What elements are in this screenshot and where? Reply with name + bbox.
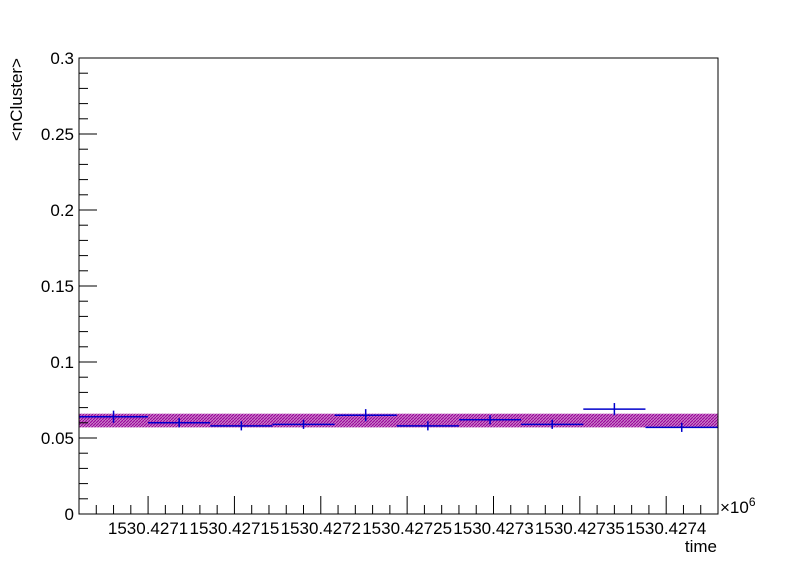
y-axis-title: <nCluster> [7,58,26,141]
data-point [148,418,211,428]
data-point [645,422,718,432]
y-tick-label: 0.25 [41,125,74,144]
data-point [458,415,522,425]
x-tick-label: 1530.4272 [281,519,361,538]
y-tick-label: 0.05 [41,429,74,448]
x-tick-label: 1530.42725 [362,519,452,538]
x-axis-title: time [685,537,717,556]
data-point [334,409,397,422]
x-tick-label: 1530.4271 [108,519,188,538]
y-tick-label: 0 [65,505,74,524]
data-point [583,403,646,416]
x-axis-exponent-base: ×10 [720,498,749,517]
x-axis-exponent: ×106 [720,495,756,517]
plot-frame [78,57,719,515]
data-point [79,410,149,423]
x-tick-label: 1530.4274 [626,519,706,538]
data-point [272,419,335,429]
y-axis: 0 0.05 0.1 0.15 0.2 0.25 0.3 [41,49,97,524]
series-layer [79,403,718,432]
y-tick-label: 0.1 [50,353,74,372]
y-tick-label: 0.2 [50,201,74,220]
data-point [521,419,584,429]
y-tick-label: 0.3 [50,49,74,68]
x-axis: 1530.4271 1530.42715 1530.4272 1530.42725 15… [78,496,719,538]
y-tick-label: 0.15 [41,277,74,296]
data-point [396,421,459,431]
x-axis-exponent-power: 6 [749,495,756,509]
x-tick-label: 1530.42715 [190,519,280,538]
x-tick-label: 1530.42735 [535,519,625,538]
x-tick-label: 1530.4273 [453,519,533,538]
data-point [210,421,273,431]
